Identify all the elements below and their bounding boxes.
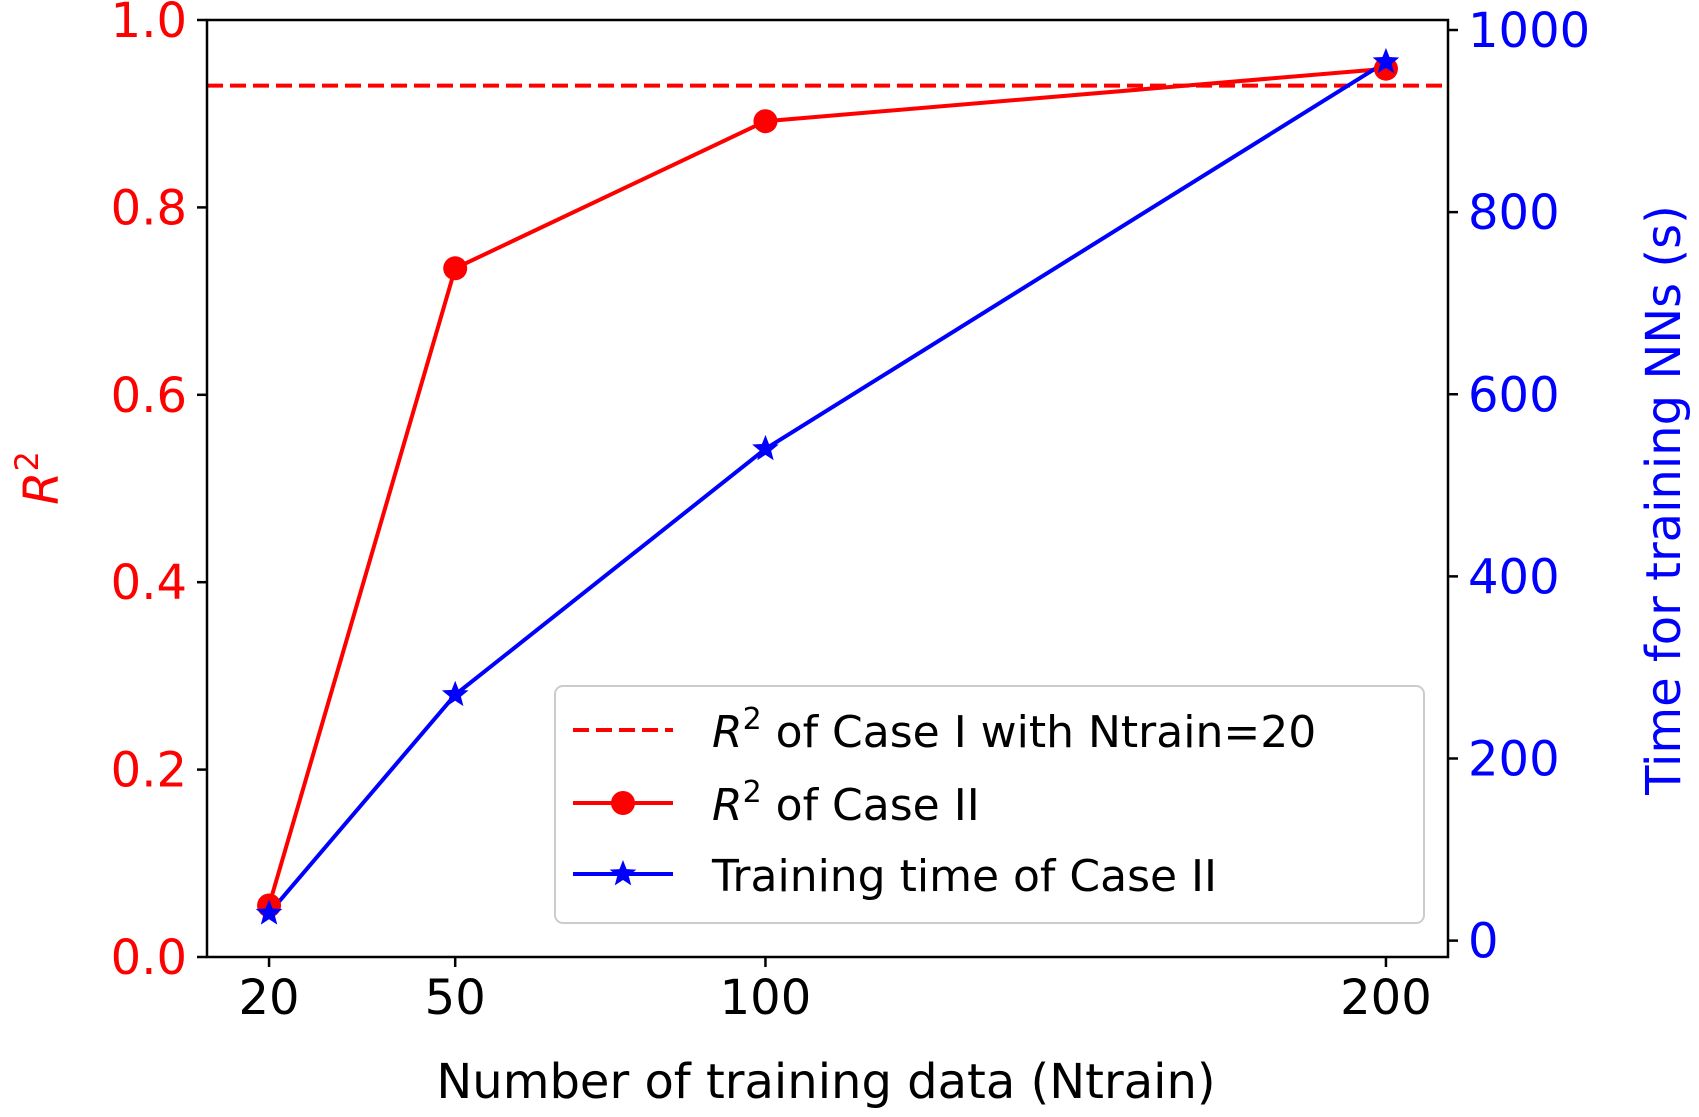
y-right-tick-label: 200 (1468, 731, 1560, 787)
y-right-tick-label: 1000 (1468, 3, 1590, 59)
y-left-tick-label: 1.0 (111, 0, 187, 49)
series-line-time (267, 60, 1388, 915)
y-left-axis-ticks: 0.0 0.2 0.4 0.6 0.8 1.0 (111, 0, 207, 986)
y-left-tick-label: 0.2 (111, 743, 187, 799)
y-right-tick-label: 400 (1468, 549, 1560, 605)
y-left-tick-label: 0.8 (111, 180, 187, 236)
time-point (441, 680, 469, 707)
y-left-label-sup: 2 (8, 451, 46, 471)
y-left-tick-label: 0.6 (111, 368, 187, 424)
y-left-tick-label: 0.4 (111, 555, 187, 611)
x-axis-label: Number of training data (Ntrain) (436, 1054, 1215, 1110)
legend-item-reference: R2 of Case I with Ntrain=20 (712, 702, 1316, 758)
y-right-axis-ticks: 0 200 400 600 800 1000 (1448, 3, 1590, 970)
plot-frame (205, 18, 1450, 959)
y-right-tick-label: 0 (1468, 914, 1499, 970)
y-left-label-base: R (14, 472, 70, 505)
legend: R2 of Case I with Ntrain=20 R2 of Case I… (554, 685, 1425, 924)
time-point (1372, 47, 1400, 74)
r2-point (753, 109, 778, 134)
legend-r2-marker (611, 791, 635, 815)
x-tick-label: 50 (425, 970, 486, 1026)
series-line-r2 (267, 66, 1387, 907)
y-left-tick-label: 0.0 (111, 930, 187, 986)
legend-box (554, 685, 1425, 924)
y-left-axis-label: R2 (8, 451, 70, 505)
x-tick-label: 20 (239, 970, 300, 1026)
y-right-axis-label: Time for training NNs (s) (1636, 205, 1692, 796)
y-right-tick-label: 600 (1468, 367, 1560, 423)
x-tick-label: 200 (1340, 970, 1432, 1026)
legend-item-r2: R2 of Case II (712, 775, 980, 831)
series-layer (255, 47, 1400, 925)
r2-point (443, 256, 468, 281)
time-point (255, 899, 283, 925)
x-axis-ticks: 20 50 100 200 (239, 957, 1432, 1026)
y-right-tick-label: 800 (1468, 185, 1560, 241)
x-tick-label: 100 (720, 970, 812, 1026)
time-point (752, 434, 779, 461)
legend-time-marker (609, 860, 637, 886)
legend-item-time: Training time of Case II (711, 851, 1217, 902)
